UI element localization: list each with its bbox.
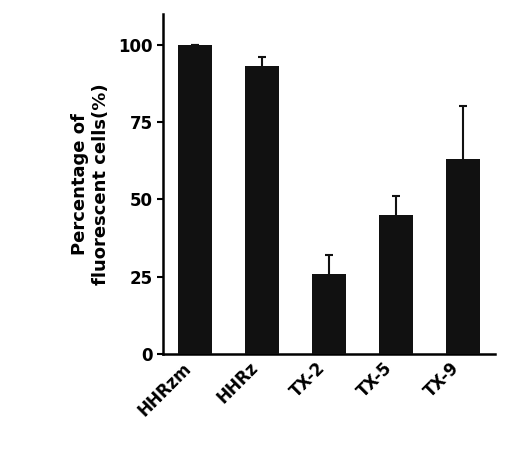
- Bar: [178, 44, 211, 354]
- Bar: [312, 274, 345, 354]
- Bar: [445, 159, 478, 354]
- Bar: [245, 66, 278, 354]
- Bar: [378, 215, 412, 354]
- Y-axis label: Percentage of
fluorescent cells(%): Percentage of fluorescent cells(%): [71, 83, 110, 285]
